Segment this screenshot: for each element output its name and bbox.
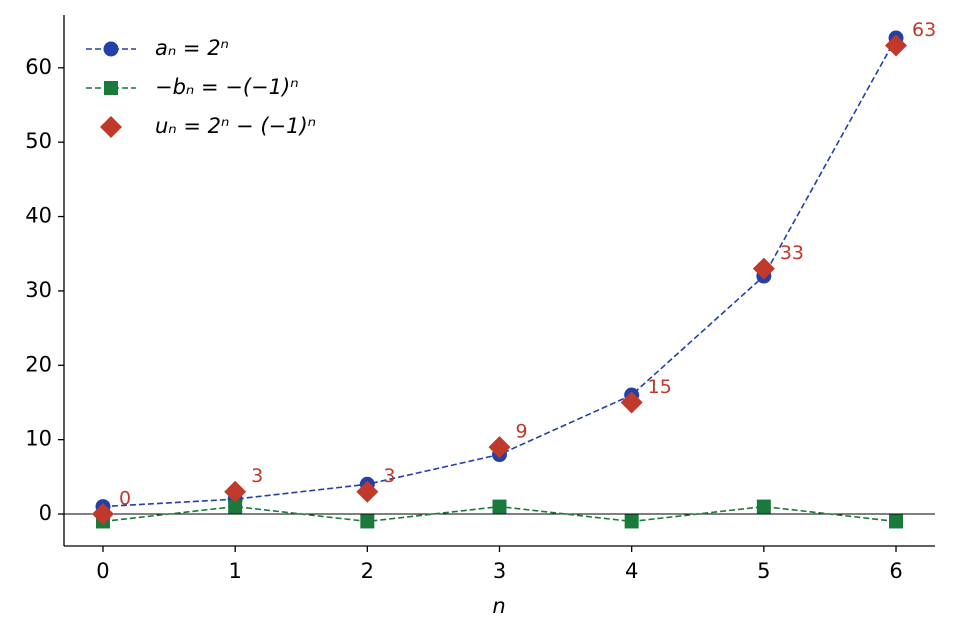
data-label: 3 bbox=[383, 465, 395, 487]
data-label: 15 bbox=[648, 376, 672, 398]
x-tick-label: 6 bbox=[889, 559, 902, 583]
x-tick-label: 2 bbox=[361, 559, 374, 583]
marker bbox=[624, 514, 639, 529]
y-tick-label: 60 bbox=[25, 55, 52, 79]
data-label: 33 bbox=[780, 242, 804, 264]
marker bbox=[91, 503, 114, 526]
marker bbox=[360, 514, 375, 529]
y-tick-label: 10 bbox=[25, 427, 52, 451]
marker bbox=[889, 514, 904, 529]
marker bbox=[356, 480, 379, 503]
marker bbox=[224, 480, 247, 503]
x-tick-label: 4 bbox=[625, 559, 638, 583]
y-tick-label: 30 bbox=[25, 278, 52, 302]
marker bbox=[620, 391, 643, 414]
legend-label: −bₙ = −(−1)ⁿ bbox=[155, 75, 299, 99]
legend-marker bbox=[103, 41, 119, 57]
marker bbox=[488, 436, 511, 459]
x-axis-label: n bbox=[492, 594, 505, 618]
y-tick-label: 50 bbox=[25, 129, 52, 153]
legend-marker bbox=[100, 116, 122, 138]
y-tick-label: 20 bbox=[25, 352, 52, 376]
marker bbox=[752, 257, 775, 280]
x-tick-label: 1 bbox=[228, 559, 241, 583]
marker bbox=[492, 499, 507, 514]
x-tick-label: 3 bbox=[493, 559, 506, 583]
marker bbox=[756, 499, 771, 514]
x-tick-label: 0 bbox=[96, 559, 109, 583]
data-label: 63 bbox=[912, 19, 936, 41]
y-tick-label: 40 bbox=[25, 204, 52, 228]
x-tick-label: 5 bbox=[757, 559, 770, 583]
data-label: 9 bbox=[516, 421, 528, 443]
legend-label: aₙ = 2ⁿ bbox=[155, 36, 229, 60]
y-tick-label: 0 bbox=[39, 501, 52, 525]
data-label: 3 bbox=[251, 465, 263, 487]
marker bbox=[228, 499, 243, 514]
data-label: 0 bbox=[119, 488, 131, 510]
legend-marker bbox=[104, 81, 118, 95]
marker bbox=[885, 34, 908, 57]
legend-label: uₙ = 2ⁿ − (−1)ⁿ bbox=[155, 114, 316, 138]
